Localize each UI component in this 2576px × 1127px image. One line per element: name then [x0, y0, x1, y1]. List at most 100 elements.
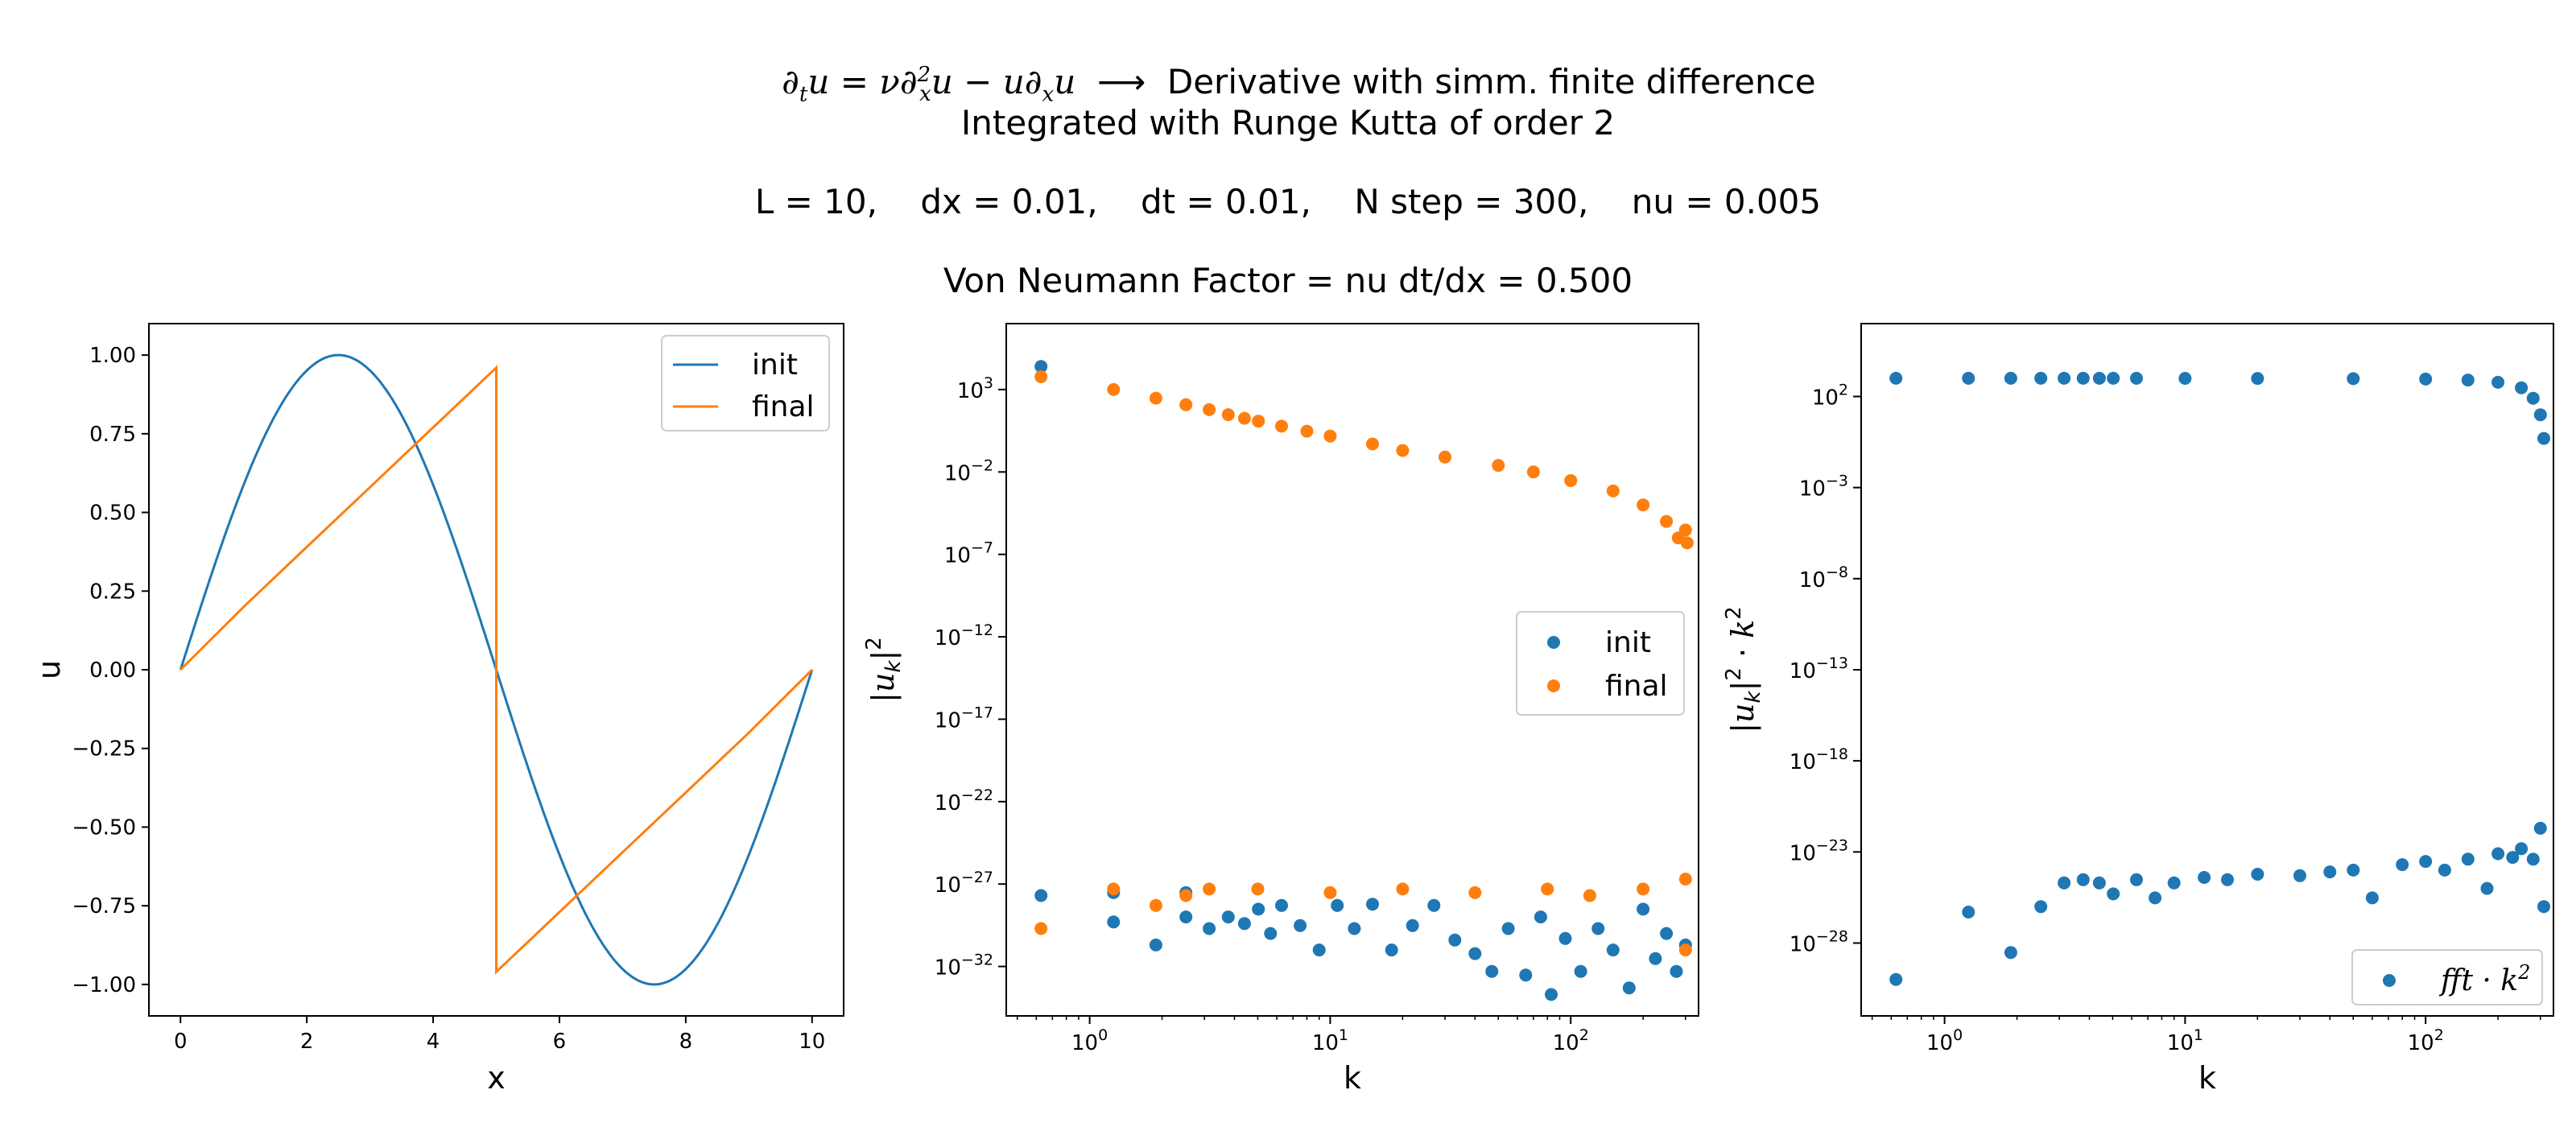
data-point-fftk2: [1889, 972, 1903, 986]
data-point-fftk2: [2491, 375, 2505, 389]
data-point-final: [1678, 873, 1692, 886]
data-point-fftk2: [2419, 855, 2433, 869]
data-point-init: [1034, 889, 1048, 902]
data-point-fftk2: [2092, 876, 2106, 890]
x-tick-label: 102: [1553, 1026, 1589, 1055]
data-point-fftk2: [2396, 858, 2409, 872]
equation-text: Derivative with simm. finite difference: [1166, 62, 1816, 101]
legend-label: final: [1605, 670, 1668, 703]
x-tick-label: 2: [300, 1030, 314, 1054]
data-point-fftk2: [1962, 371, 1975, 385]
y-tick-label: 103: [957, 374, 993, 403]
data-point-init: [1519, 968, 1533, 982]
data-point-final: [1323, 429, 1337, 443]
suptitle-line-2: Integrated with Runge Kutta of order 2: [960, 103, 1616, 142]
data-point-fftk2: [2537, 431, 2550, 445]
data-point-final: [1526, 465, 1540, 479]
y-tick-label: 10−2: [944, 456, 993, 485]
data-point-final: [1149, 391, 1162, 405]
data-point-init: [1637, 902, 1650, 916]
data-point-fftk2: [2461, 852, 2475, 866]
data-point-fftk2: [2149, 891, 2162, 905]
legend-label-init: init: [752, 349, 798, 382]
data-point-init: [1558, 931, 1572, 945]
data-point-final: [1678, 523, 1692, 537]
data-point-final: [1396, 882, 1410, 896]
data-point-init: [1427, 898, 1441, 912]
equation-math: ∂tu = ν∂2xu − u∂xu ⟶: [782, 62, 1167, 107]
x-tick-label: 101: [2167, 1026, 2203, 1055]
y-tick-label: 10−12: [935, 621, 993, 650]
y-tick-label: −0.50: [72, 815, 136, 840]
legend-label: init: [1605, 626, 1651, 659]
data-point-fftk2: [2004, 371, 2017, 385]
data-point-fftk2: [2251, 868, 2264, 881]
y-tick-label: 10−32: [935, 952, 993, 980]
data-point-fftk2: [2058, 371, 2071, 385]
data-point-fftk2: [2347, 863, 2360, 877]
data-point-final: [1492, 459, 1505, 473]
data-point-init: [1275, 898, 1288, 912]
data-point-fftk2: [2107, 887, 2120, 901]
data-point-fftk2: [2537, 900, 2550, 914]
data-point-fftk2: [2480, 881, 2494, 895]
panel-u-vs-x: 0 2 4 6 8 10 1.00 0.75 0.50 0.25 0.00 −0.25 −0.50 −0.…: [31, 323, 844, 1096]
data-point-final: [1606, 484, 1620, 497]
legend-marker-final: [1547, 679, 1560, 692]
data-point-fftk2: [2076, 873, 2090, 886]
data-point-fftk2: [2178, 372, 2192, 385]
data-point-final: [1678, 943, 1692, 957]
y-tick-label: 10−13: [1790, 654, 1848, 683]
data-point-init: [1660, 927, 1674, 940]
legend-box: [2351, 949, 2543, 1005]
data-point-final: [1439, 450, 1451, 464]
data-point-final: [1680, 536, 1694, 550]
panel-spectrum: 100 101 102 103 10−2 10−7 10−12 10−17 10−22 10−27…: [862, 323, 1699, 1096]
data-point-fftk2: [2092, 371, 2106, 385]
data-point-init: [1264, 927, 1278, 940]
data-point-fftk2: [2347, 372, 2360, 386]
legend-marker-init: [1547, 636, 1560, 649]
suptitle-equation: ∂tu = ν∂2xu − u∂xu ⟶ Derivative with sim…: [0, 23, 2576, 106]
y-tick-label: 0.75: [89, 423, 136, 447]
data-point-init: [1545, 988, 1558, 1001]
data-point-fftk2: [2107, 371, 2120, 385]
data-point-final: [1564, 474, 1578, 487]
y-tick-label: 10−7: [944, 539, 993, 568]
y-tick-label: −0.25: [72, 737, 136, 762]
x-tick-label: 10: [799, 1030, 825, 1054]
x-axis-label: x: [487, 1060, 506, 1096]
y-tick-label: 10−17: [935, 704, 993, 733]
data-point-final: [1300, 424, 1314, 438]
data-point-fftk2: [2533, 408, 2547, 422]
data-point-init: [1591, 922, 1605, 935]
y-tick-label: 0.00: [89, 658, 136, 683]
data-point-init: [1649, 952, 1662, 965]
y-axis-label: |uk|2: [862, 637, 906, 703]
data-point-final: [1323, 886, 1337, 899]
data-point-final: [1107, 882, 1121, 896]
y-tick-label: −1.00: [72, 973, 136, 997]
data-point-fftk2: [2130, 873, 2143, 886]
y-tick-label: −0.75: [72, 894, 136, 919]
data-point-final: [1275, 419, 1288, 433]
line-series-final: [180, 365, 813, 975]
data-point-fftk2: [2198, 871, 2211, 884]
suptitle-line-4: Von Neumann Factor = nu dt/dx = 0.500: [943, 261, 1633, 300]
data-point-final: [1396, 444, 1410, 457]
data-point-fftk2: [2251, 372, 2264, 386]
y-tick-label: 0.50: [89, 502, 136, 526]
data-point-final: [1660, 514, 1674, 528]
data-point-final: [1107, 382, 1121, 396]
data-point-final: [1179, 398, 1193, 411]
data-point-final: [1221, 408, 1235, 422]
data-point-init: [1670, 964, 1683, 978]
y-tick-label: 10−8: [1799, 564, 1848, 592]
data-point-init: [1385, 943, 1398, 957]
data-point-final: [1541, 882, 1554, 896]
y-tick-label: 10−18: [1790, 745, 1848, 774]
data-point-final: [1583, 889, 1596, 902]
y-tick-label: 10−28: [1790, 927, 1848, 956]
data-point-fftk2: [2323, 865, 2337, 879]
